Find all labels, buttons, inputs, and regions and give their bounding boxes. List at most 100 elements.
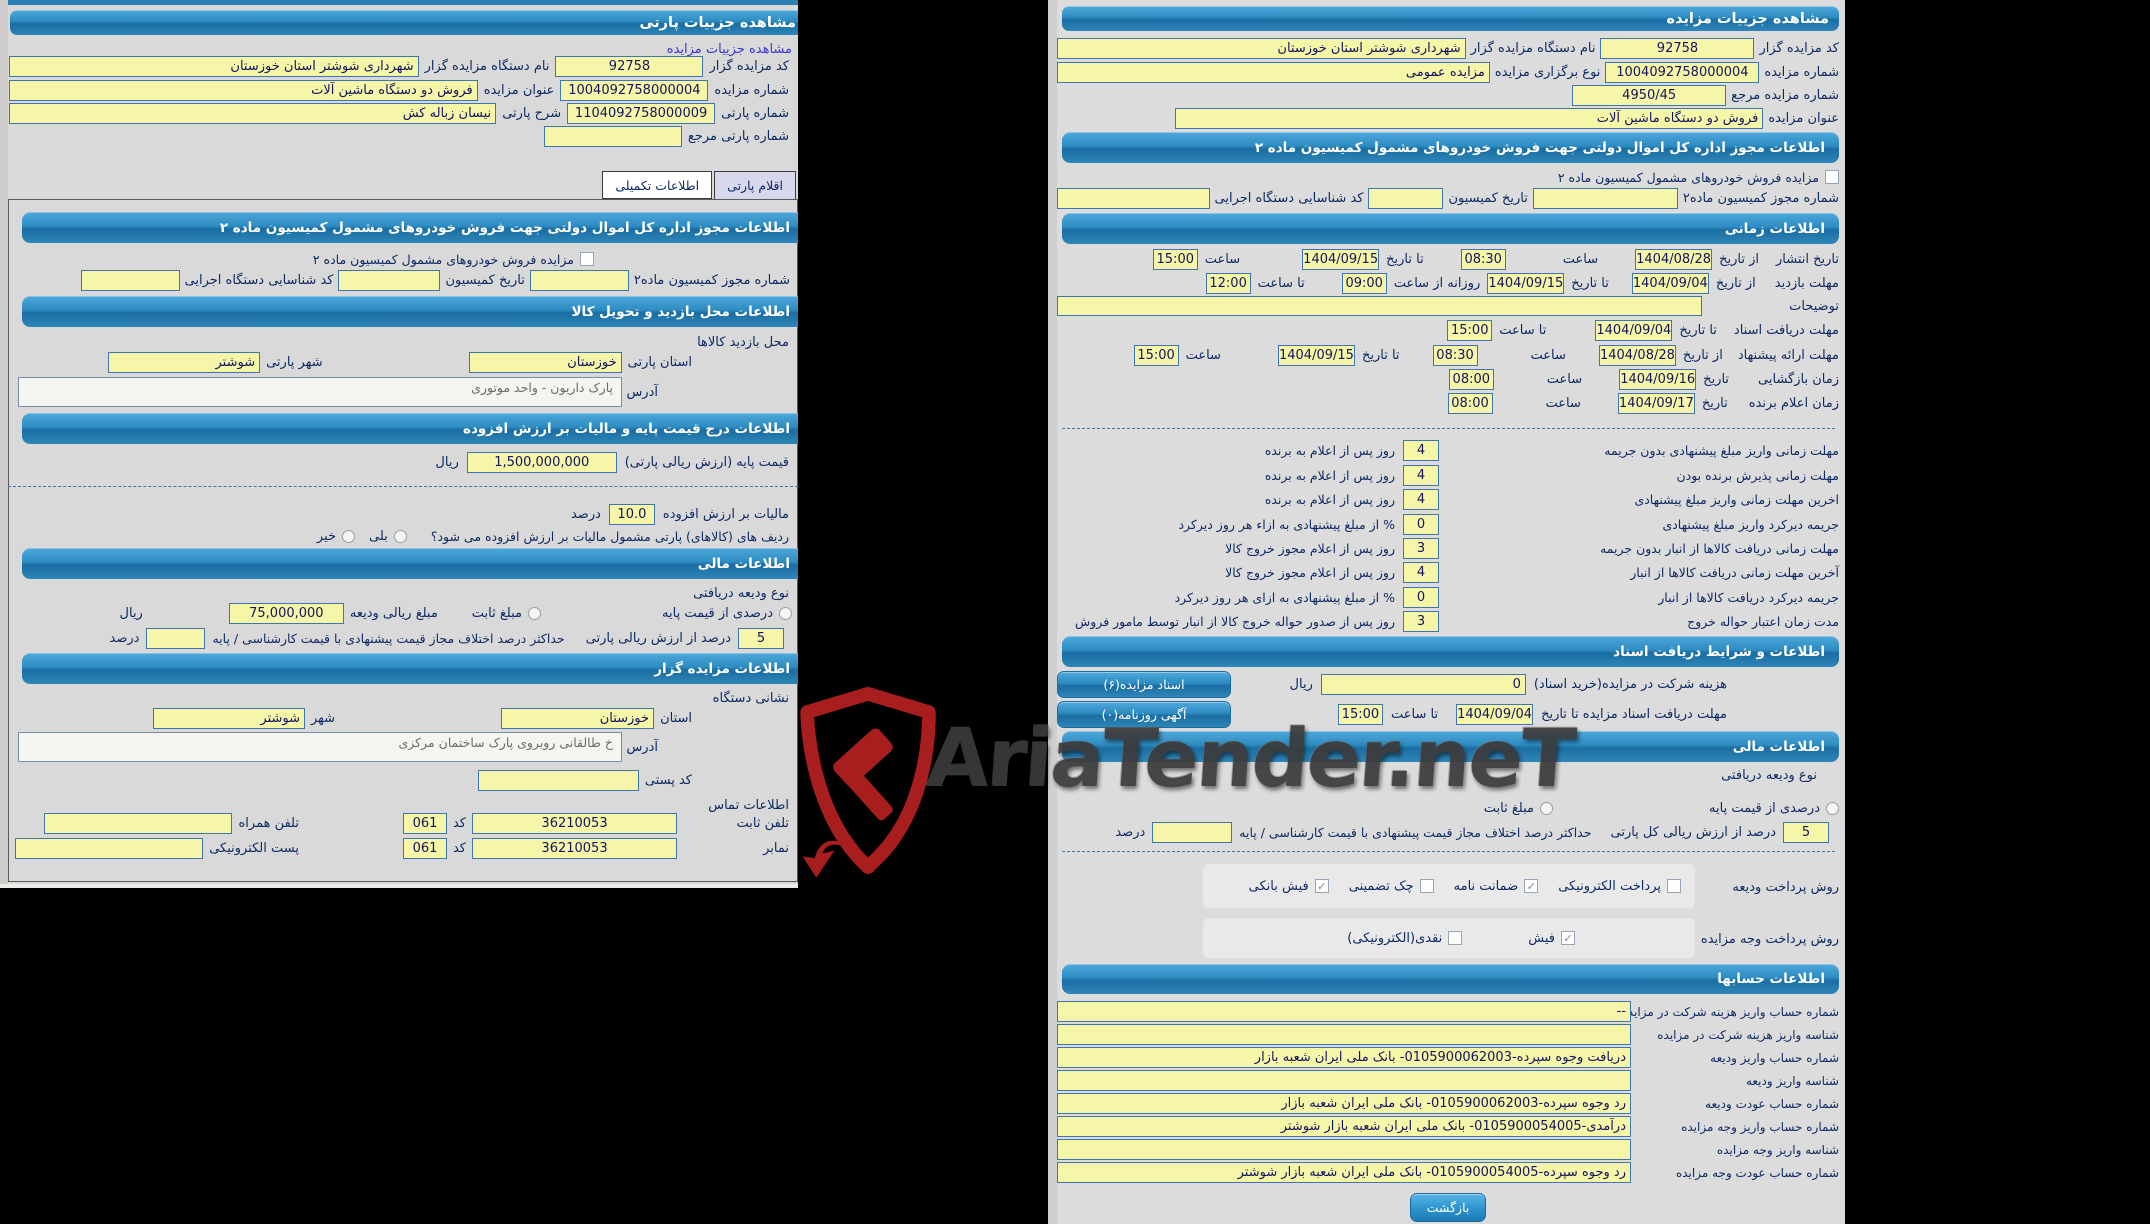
base-price-field[interactable]: 1,500,000,000 bbox=[466, 452, 617, 473]
deposit-amount-field[interactable]: 75,000,000 bbox=[228, 603, 344, 624]
account-field[interactable]: دریافت وجوه سپرده-0105900062003- بانک مل… bbox=[1057, 1047, 1631, 1068]
permit-date-field[interactable] bbox=[338, 270, 441, 291]
permit-checkbox[interactable] bbox=[1825, 170, 1839, 184]
penalty-value-field[interactable]: 0 bbox=[1403, 514, 1439, 535]
winner-time[interactable]: 08:00 bbox=[1447, 393, 1493, 414]
vat-no-radio[interactable] bbox=[342, 529, 356, 543]
offer-from-date[interactable]: 1404/08/28 bbox=[1598, 345, 1676, 366]
penalty-value-field[interactable]: 0 bbox=[1403, 587, 1439, 608]
org-province-field[interactable]: خوزستان bbox=[501, 708, 655, 729]
party-address-field[interactable]: پارک داریون - واحد موتوری bbox=[18, 377, 622, 407]
guarantee-checkbox[interactable]: ✓ bbox=[1524, 879, 1539, 893]
slip-checkbox[interactable]: ✓ bbox=[1561, 931, 1575, 945]
party-city-field[interactable]: شوشتر bbox=[108, 352, 261, 373]
vat-yes-radio[interactable] bbox=[393, 529, 407, 543]
publish-from-date[interactable]: 1404/08/28 bbox=[1635, 249, 1713, 270]
account-field[interactable]: رد وجوه سپرده-0105900054005- بانک ملی ای… bbox=[1057, 1162, 1631, 1183]
docs-deadline-date[interactable]: 1404/09/04 bbox=[1595, 320, 1673, 341]
auction-no-field[interactable]: 1004092758000004 bbox=[560, 80, 709, 101]
account-field[interactable] bbox=[1057, 1139, 1631, 1160]
email-field[interactable] bbox=[15, 838, 204, 859]
fee-field[interactable]: 0 bbox=[1320, 674, 1526, 695]
permit-exec-field[interactable] bbox=[1057, 188, 1210, 209]
notes-field[interactable] bbox=[1057, 296, 1702, 316]
ariatender-watermark-text: AriaTender.neT bbox=[924, 712, 1577, 805]
visit-to-time[interactable]: 12:00 bbox=[1205, 273, 1251, 294]
bidder-code-field[interactable]: 92758 bbox=[1600, 38, 1755, 59]
epay-checkbox[interactable] bbox=[1667, 879, 1681, 893]
org-name-field[interactable]: شهرداری شوشتر استان خوزستان bbox=[1057, 38, 1466, 59]
offer-from-time[interactable]: 08:30 bbox=[1432, 345, 1478, 366]
offer-to-time[interactable]: 15:00 bbox=[1133, 345, 1179, 366]
penalty-value-field[interactable]: 3 bbox=[1403, 611, 1439, 632]
publish-to-label: تا تاریخ bbox=[1386, 252, 1424, 267]
postal-code-field[interactable] bbox=[477, 770, 639, 791]
bidder-code-field[interactable]: 92758 bbox=[555, 56, 704, 77]
visit-from-time[interactable]: 09:00 bbox=[1341, 273, 1387, 294]
permit-no-field[interactable] bbox=[529, 270, 629, 291]
publish-to-time[interactable]: 15:00 bbox=[1152, 249, 1198, 270]
cash-electronic-checkbox[interactable] bbox=[1448, 931, 1463, 945]
view-auction-details-link[interactable]: مشاهده جزییات مزایده bbox=[666, 41, 792, 57]
bank-slip-checkbox[interactable]: ✓ bbox=[1314, 879, 1329, 893]
party-no-field[interactable]: 1104092758000009 bbox=[567, 103, 716, 124]
penalty-value-field[interactable]: 3 bbox=[1403, 538, 1439, 559]
docs-deadline2-time[interactable]: 15:00 bbox=[1337, 704, 1383, 725]
mobile-field[interactable] bbox=[44, 813, 233, 834]
party-desc-field[interactable]: نیسان زباله کش bbox=[9, 103, 497, 124]
permit-date-field[interactable] bbox=[1368, 188, 1444, 209]
penalty-value-field[interactable]: 4 bbox=[1403, 465, 1439, 486]
fax-field[interactable]: 36210053 bbox=[472, 838, 677, 859]
offer-to-date[interactable]: 1404/09/15 bbox=[1277, 345, 1355, 366]
account-field[interactable]: درآمدی-0105900054005- بانک ملی ایران شعب… bbox=[1057, 1116, 1631, 1137]
penalty-value-field[interactable]: 4 bbox=[1403, 440, 1439, 461]
party-ref-field[interactable] bbox=[543, 126, 682, 147]
account-field[interactable]: -- bbox=[1057, 1001, 1631, 1022]
account-field[interactable] bbox=[1057, 1024, 1631, 1045]
deposit-fixed-radio[interactable] bbox=[1540, 801, 1554, 815]
tab-extra-info[interactable]: اطلاعات تکمیلی bbox=[602, 171, 713, 199]
org-name-field[interactable]: شهرداری شوشتر استان خوزستان bbox=[9, 56, 419, 77]
party-details-window: مشاهده جزییات پارتی مشاهده جزییات مزایده… bbox=[0, 0, 798, 888]
opening-time[interactable]: 08:00 bbox=[1448, 369, 1494, 390]
fax-code-field[interactable]: 061 bbox=[402, 838, 447, 859]
tab-party-items[interactable]: اقلام پارتی bbox=[714, 170, 796, 200]
winner-date[interactable]: 1404/09/17 bbox=[1617, 393, 1695, 414]
opening-date[interactable]: 1404/09/16 bbox=[1619, 369, 1697, 390]
publish-to-date[interactable]: 1404/09/15 bbox=[1302, 249, 1380, 270]
auction-no-field[interactable]: 1004092758000004 bbox=[1605, 62, 1760, 83]
account-field[interactable] bbox=[1057, 1070, 1631, 1091]
org-city-field[interactable]: شوشتر bbox=[153, 708, 305, 729]
publish-from-time[interactable]: 08:30 bbox=[1460, 249, 1506, 270]
deposit-percent-value-field[interactable]: 5 bbox=[1783, 821, 1829, 843]
account-field[interactable]: رد وجوه سپرده-0105900062003- بانک ملی ای… bbox=[1057, 1093, 1631, 1114]
permit-no-field[interactable] bbox=[1532, 188, 1678, 209]
auction-docs-button[interactable]: اسناد مزایده(۶) bbox=[1057, 671, 1231, 698]
back-button[interactable]: بازگشت bbox=[1410, 1193, 1486, 1222]
party-province-field[interactable]: خوزستان bbox=[468, 352, 622, 373]
permit-exec-field[interactable] bbox=[80, 270, 180, 291]
max-diff-field[interactable] bbox=[1152, 821, 1233, 843]
vat-field[interactable]: 10.0 bbox=[608, 504, 655, 525]
deposit-percent-value-field[interactable]: 5 bbox=[738, 628, 784, 649]
secured-check-checkbox[interactable] bbox=[1419, 879, 1434, 893]
phone-code-field[interactable]: 061 bbox=[402, 813, 447, 834]
penalty-value-field[interactable]: 4 bbox=[1403, 489, 1439, 510]
org-address-field[interactable]: خ طالقانی روبروی پارک ساختمان مرکزی bbox=[18, 732, 622, 762]
auction-ref-field[interactable]: 4950/45 bbox=[1572, 85, 1727, 106]
deposit-percent-radio[interactable] bbox=[779, 607, 792, 620]
auction-title-field[interactable]: فروش دو دستگاه ماشین آلات bbox=[9, 80, 478, 101]
newspaper-ad-button[interactable]: آگهی روزنامه(۰) bbox=[1057, 701, 1231, 728]
max-diff-field[interactable] bbox=[146, 628, 206, 649]
deposit-fixed-radio[interactable] bbox=[528, 607, 542, 620]
penalty-value-field[interactable]: 4 bbox=[1403, 562, 1439, 583]
visit-to-date[interactable]: 1404/09/15 bbox=[1487, 273, 1565, 294]
docs-deadline-time[interactable]: 15:00 bbox=[1447, 320, 1493, 341]
permit-checkbox[interactable] bbox=[580, 252, 594, 266]
visit-from-date[interactable]: 1404/09/04 bbox=[1631, 273, 1709, 294]
docs-deadline2-date[interactable]: 1404/09/04 bbox=[1456, 704, 1534, 725]
deposit-percent-radio[interactable] bbox=[1826, 801, 1839, 815]
auction-type-field[interactable]: مزایده عمومی bbox=[1057, 62, 1490, 83]
auction-title-field[interactable]: فروش دو دستگاه ماشین آلات bbox=[1175, 108, 1764, 129]
phone-field[interactable]: 36210053 bbox=[472, 813, 677, 834]
